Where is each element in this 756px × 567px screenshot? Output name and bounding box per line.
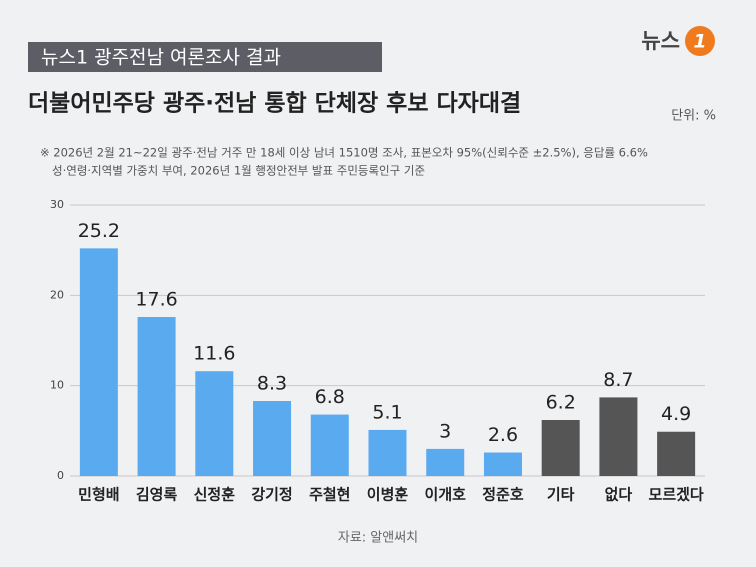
bar (368, 429, 407, 476)
bar (483, 452, 522, 476)
y-tick-label: 0 (57, 469, 64, 482)
value-label: 8.3 (257, 373, 287, 395)
unit-label: 단위: % (671, 109, 716, 124)
value-label: 2.6 (488, 424, 518, 446)
logo-mark: 1 (693, 31, 706, 53)
bar (657, 431, 696, 476)
note: 성·연령·지역별 가중치 부여, 2026년 1월 행정안전부 발표 주민등록인… (52, 164, 425, 178)
value-label: 6.2 (546, 391, 576, 413)
x-tick-label: 기타 (547, 486, 575, 504)
bar (195, 371, 234, 476)
chart-title: 더불어민주당 광주·전남 통합 단체장 후보 다자대결 (28, 91, 521, 117)
x-tick-label: 주철현 (309, 486, 350, 504)
y-tick-label: 10 (50, 379, 64, 392)
y-tick-label: 20 (50, 288, 64, 301)
logo-text: 뉴스 (641, 29, 680, 53)
x-tick-label: 강기정 (251, 486, 292, 504)
header-tag-box (28, 42, 382, 72)
logo-circle (685, 26, 715, 56)
value-label: 17.6 (135, 289, 177, 311)
x-tick-label: 이개호 (425, 486, 467, 504)
bar (599, 397, 638, 476)
value-label: 11.6 (193, 343, 235, 365)
value-label: 25.2 (78, 220, 120, 242)
value-label: 5.1 (372, 401, 402, 423)
source: 자료: 알앤써치 (338, 531, 418, 546)
x-tick-label: 정준호 (482, 486, 524, 504)
x-tick-label: 김영록 (136, 486, 178, 504)
x-tick-label: 없다 (605, 486, 633, 504)
bar (137, 317, 176, 476)
y-tick-label: 30 (50, 198, 64, 211)
value-label: 3 (439, 420, 451, 442)
header-tag: 뉴스1 광주전남 여론조사 결과 (41, 47, 281, 69)
note: ※ 2026년 2월 21~22일 광주·전남 거주 만 18세 이상 남녀 1… (40, 146, 648, 160)
value-label: 8.7 (603, 369, 633, 391)
bar (426, 448, 465, 476)
x-tick-label: 모르겠다 (649, 486, 704, 504)
value-label: 4.9 (661, 403, 691, 425)
x-tick-label: 이병훈 (367, 486, 409, 504)
bar (541, 419, 580, 476)
value-label: 6.8 (315, 386, 345, 408)
bar (79, 248, 118, 476)
x-tick-label: 신정훈 (194, 486, 236, 504)
x-tick-label: 민형배 (78, 486, 119, 504)
bar (310, 414, 349, 476)
bar (253, 401, 292, 476)
